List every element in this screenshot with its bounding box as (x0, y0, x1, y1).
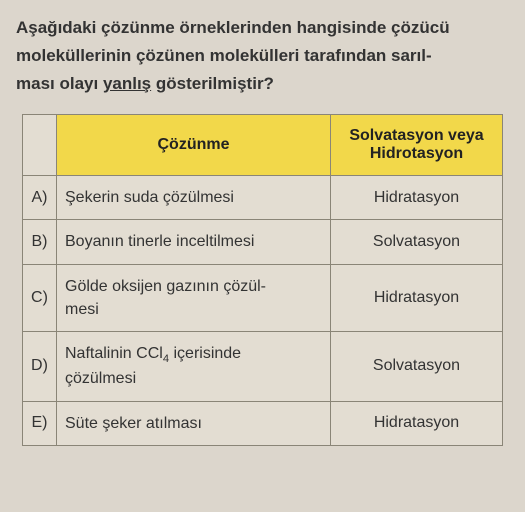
q-line3b: gösterilmiştir? (151, 74, 274, 93)
option-desc: Şekerin suda çözülmesi (57, 176, 331, 220)
q-line1: Aşağıdaki çözünme örneklerinden hangisin… (16, 18, 450, 37)
option-answer: Hidratasyon (331, 176, 503, 220)
header-col1: Çözünme (57, 115, 331, 176)
table-row: E)Süte şeker atılmasıHidratasyon (23, 401, 503, 445)
option-answer: Solvatasyon (331, 220, 503, 264)
option-label: D) (23, 331, 57, 401)
header-col2-l1: Solvatasyon veya (349, 127, 483, 144)
option-desc: Gölde oksijen gazının çözül-mesi (57, 264, 331, 331)
table-row: D)Naftalinin CCl4 içerisindeçözülmesiSol… (23, 331, 503, 401)
q-line2: moleküllerinin çözünen molekülleri taraf… (16, 46, 432, 65)
option-label: C) (23, 264, 57, 331)
table-row: B)Boyanın tinerle inceltilmesiSolvatasyo… (23, 220, 503, 264)
question-text: Aşağıdaki çözünme örneklerinden hangisin… (16, 14, 509, 98)
table-header-row: Çözünme Solvatasyon veya Hidrotasyon (23, 115, 503, 176)
option-desc: Süte şeker atılması (57, 401, 331, 445)
options-table: Çözünme Solvatasyon veya Hidrotasyon A)Ş… (22, 114, 503, 446)
option-answer: Hidratasyon (331, 264, 503, 331)
header-corner (23, 115, 57, 176)
table-wrap: Çözünme Solvatasyon veya Hidrotasyon A)Ş… (16, 114, 509, 446)
option-label: E) (23, 401, 57, 445)
table-row: A)Şekerin suda çözülmesiHidratasyon (23, 176, 503, 220)
q-line3a: ması olayı (16, 74, 103, 93)
option-desc: Boyanın tinerle inceltilmesi (57, 220, 331, 264)
option-answer: Solvatasyon (331, 331, 503, 401)
header-col2: Solvatasyon veya Hidrotasyon (331, 115, 503, 176)
option-desc: Naftalinin CCl4 içerisindeçözülmesi (57, 331, 331, 401)
option-label: B) (23, 220, 57, 264)
option-label: A) (23, 176, 57, 220)
header-col2-l2: Hidrotasyon (370, 145, 463, 162)
table-row: C)Gölde oksijen gazının çözül-mesiHidrat… (23, 264, 503, 331)
table-body: A)Şekerin suda çözülmesiHidratasyonB)Boy… (23, 176, 503, 446)
q-underline: yanlış (103, 74, 151, 93)
option-answer: Hidratasyon (331, 401, 503, 445)
